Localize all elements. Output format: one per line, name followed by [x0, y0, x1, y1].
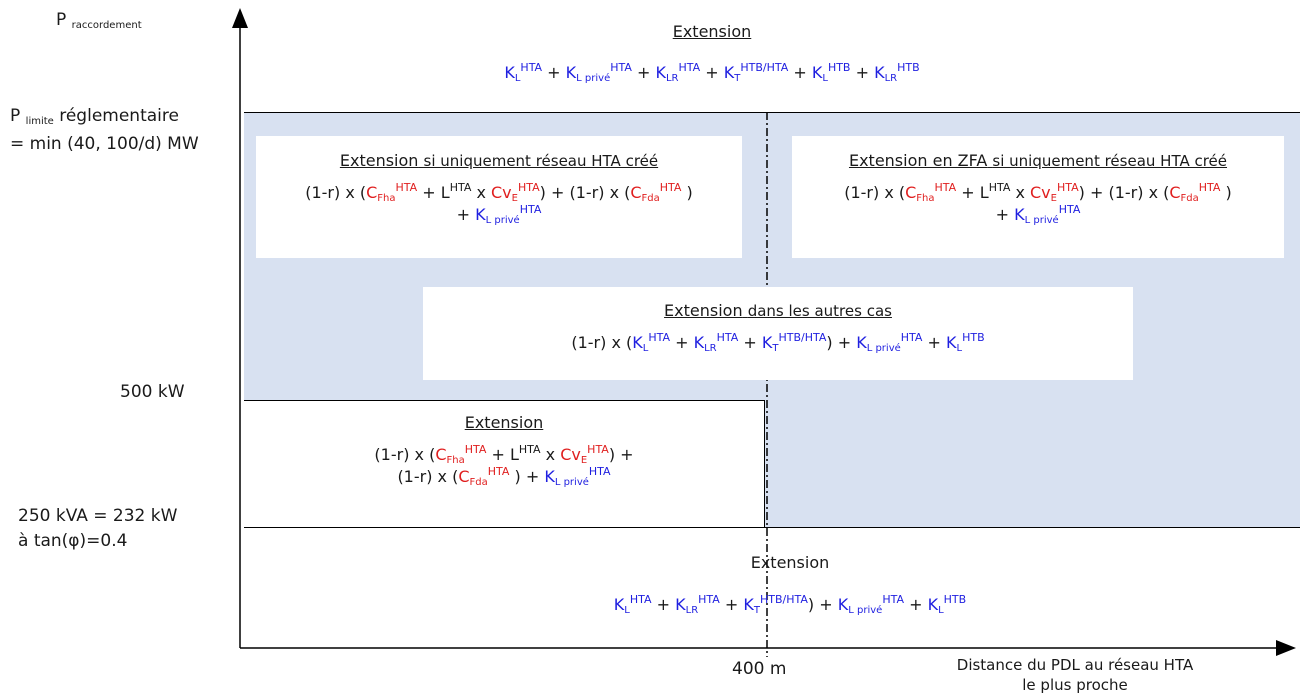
line-500kw-vertical — [764, 400, 765, 528]
limit-formula-label: = min (40, 100/d) MW — [10, 134, 199, 154]
box-right: Extension en ZFA si uniquement réseau HT… — [792, 136, 1284, 258]
line-500kw — [244, 400, 764, 401]
box-left-title: Extension si uniquement réseau HTA créé — [339, 151, 659, 170]
top-region-title: Extension — [672, 22, 752, 41]
box-left-formula: (1-r) x (CFhaHTA + LHTA x CvEHTA) + (1-r… — [305, 181, 693, 226]
bottom-region-formula: KLHTA + KLRHTA + KTHTB/HTA) + KL privéHT… — [613, 593, 967, 616]
box-low-formula: (1-r) x (CFhaHTA + LHTA x CvEHTA) + (1-r… — [374, 443, 634, 488]
limit-line — [244, 112, 1300, 113]
box-right-title: Extension en ZFA si uniquement réseau HT… — [848, 151, 1228, 170]
box-low-title: Extension — [464, 413, 544, 432]
limit-label: P limite réglementaire — [10, 106, 179, 127]
box-middle: Extension dans les autres cas (1-r) x (K… — [423, 287, 1133, 380]
box-left: Extension si uniquement réseau HTA créé … — [256, 136, 742, 258]
box-right-formula: (1-r) x (CFhaHTA + LHTA x CvEHTA) + (1-r… — [844, 181, 1232, 226]
top-region-formula: KLHTA + KL privéHTA + KLRHTA + KTHTB/HTA… — [504, 61, 920, 84]
box-middle-formula: (1-r) x (KLHTA + KLRHTA + KTHTB/HTA) + K… — [571, 331, 985, 354]
box-middle-title: Extension dans les autres cas — [664, 301, 892, 320]
x-axis-label: Distance du PDL au réseau HTA le plus pr… — [956, 656, 1194, 694]
box-low: Extension (1-r) x (CFhaHTA + LHTA x CvEH… — [244, 401, 764, 527]
bottom-region-title: Extension — [750, 553, 830, 572]
shaded-region-lower-right — [764, 400, 1300, 527]
tick-400m: 400 m — [732, 659, 787, 679]
y-axis-label: P raccordement — [56, 10, 142, 31]
dashed-400m-line — [766, 112, 768, 657]
tick-232kw: 250 kVA = 232 kW — [18, 506, 178, 526]
tick-tanphi: à tan(φ)=0.4 — [18, 531, 128, 551]
line-232kw — [244, 527, 1300, 528]
tick-500kw: 500 kW — [120, 382, 185, 402]
